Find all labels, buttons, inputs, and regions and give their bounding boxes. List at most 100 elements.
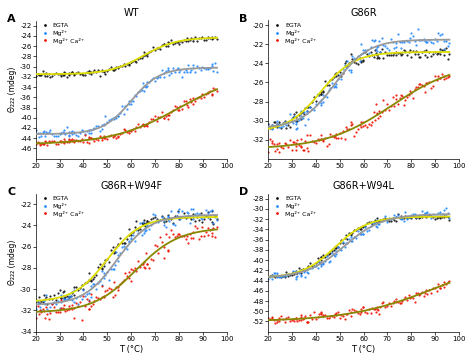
Point xyxy=(120,277,128,283)
Point xyxy=(112,284,120,290)
Point xyxy=(385,47,393,53)
Text: A: A xyxy=(7,14,16,24)
Point xyxy=(359,50,367,56)
Point xyxy=(407,54,415,60)
Point xyxy=(199,91,206,97)
Point xyxy=(332,312,340,318)
Point xyxy=(87,278,94,284)
Point xyxy=(127,127,135,133)
Point xyxy=(173,104,181,110)
Point xyxy=(52,142,60,147)
Point xyxy=(292,109,300,115)
Point xyxy=(378,35,385,41)
Point xyxy=(392,45,400,50)
Point xyxy=(153,45,160,51)
Point xyxy=(422,47,429,53)
Point xyxy=(76,293,83,299)
Point xyxy=(189,206,197,212)
Point xyxy=(211,86,219,92)
Point xyxy=(264,276,272,282)
Point xyxy=(169,41,177,47)
Point xyxy=(96,296,104,302)
Point xyxy=(317,261,325,267)
Point xyxy=(72,70,80,76)
Point xyxy=(325,259,332,265)
Point xyxy=(359,224,367,230)
Point xyxy=(85,70,92,76)
Point xyxy=(34,299,41,305)
Point xyxy=(208,207,215,212)
Point xyxy=(151,212,159,218)
Point xyxy=(303,265,310,271)
Point xyxy=(48,73,56,79)
Point xyxy=(41,73,49,79)
Point xyxy=(318,136,325,142)
Point xyxy=(54,133,62,139)
Point xyxy=(403,52,411,58)
Point xyxy=(308,106,316,111)
Point xyxy=(57,72,65,77)
Point xyxy=(314,91,321,97)
Point xyxy=(85,306,93,312)
Point xyxy=(99,122,106,128)
Point xyxy=(195,94,202,100)
Point xyxy=(71,72,78,78)
Point xyxy=(140,123,147,129)
Point xyxy=(182,67,190,72)
Point xyxy=(114,113,122,118)
Point xyxy=(103,68,111,73)
Point xyxy=(118,240,126,245)
Point xyxy=(299,317,307,323)
Point xyxy=(60,72,68,77)
Point xyxy=(427,39,435,45)
Point xyxy=(85,300,93,306)
Point xyxy=(424,39,431,45)
Point xyxy=(310,309,318,315)
Point xyxy=(325,87,332,93)
Point xyxy=(210,35,217,41)
Point xyxy=(424,291,431,297)
Point xyxy=(429,211,437,216)
Point xyxy=(204,209,212,215)
Point xyxy=(114,135,122,140)
Point xyxy=(298,113,305,119)
Point xyxy=(122,127,129,133)
Point xyxy=(382,304,389,310)
Point xyxy=(270,273,277,279)
Point xyxy=(299,115,307,121)
Point xyxy=(147,256,155,262)
Point xyxy=(201,94,208,100)
Point xyxy=(284,273,292,279)
Point xyxy=(392,40,400,46)
Point xyxy=(65,303,73,308)
Point xyxy=(141,52,148,58)
Point xyxy=(191,98,199,104)
Point xyxy=(337,73,345,79)
Point xyxy=(131,128,138,134)
Point xyxy=(298,116,305,122)
Point xyxy=(199,64,206,70)
Point xyxy=(303,269,310,274)
Point xyxy=(208,208,215,214)
Point xyxy=(63,139,71,145)
Point xyxy=(275,119,283,125)
Point xyxy=(303,266,310,272)
Point xyxy=(418,37,426,43)
Point xyxy=(437,51,444,56)
Point xyxy=(112,135,120,141)
Point xyxy=(80,293,87,299)
Point xyxy=(318,102,325,108)
Point xyxy=(71,130,78,136)
Point xyxy=(87,130,95,136)
Point xyxy=(71,299,78,305)
Point xyxy=(279,145,287,151)
Point xyxy=(32,297,39,303)
Legend: EGTA, Mg²⁺, Mg²⁺ Ca²⁺: EGTA, Mg²⁺, Mg²⁺ Ca²⁺ xyxy=(37,22,84,44)
Point xyxy=(127,232,135,238)
Point xyxy=(293,138,301,143)
Point xyxy=(339,313,347,319)
Point xyxy=(39,142,47,147)
Point xyxy=(400,296,407,302)
Point xyxy=(177,103,184,109)
Point xyxy=(137,125,144,130)
